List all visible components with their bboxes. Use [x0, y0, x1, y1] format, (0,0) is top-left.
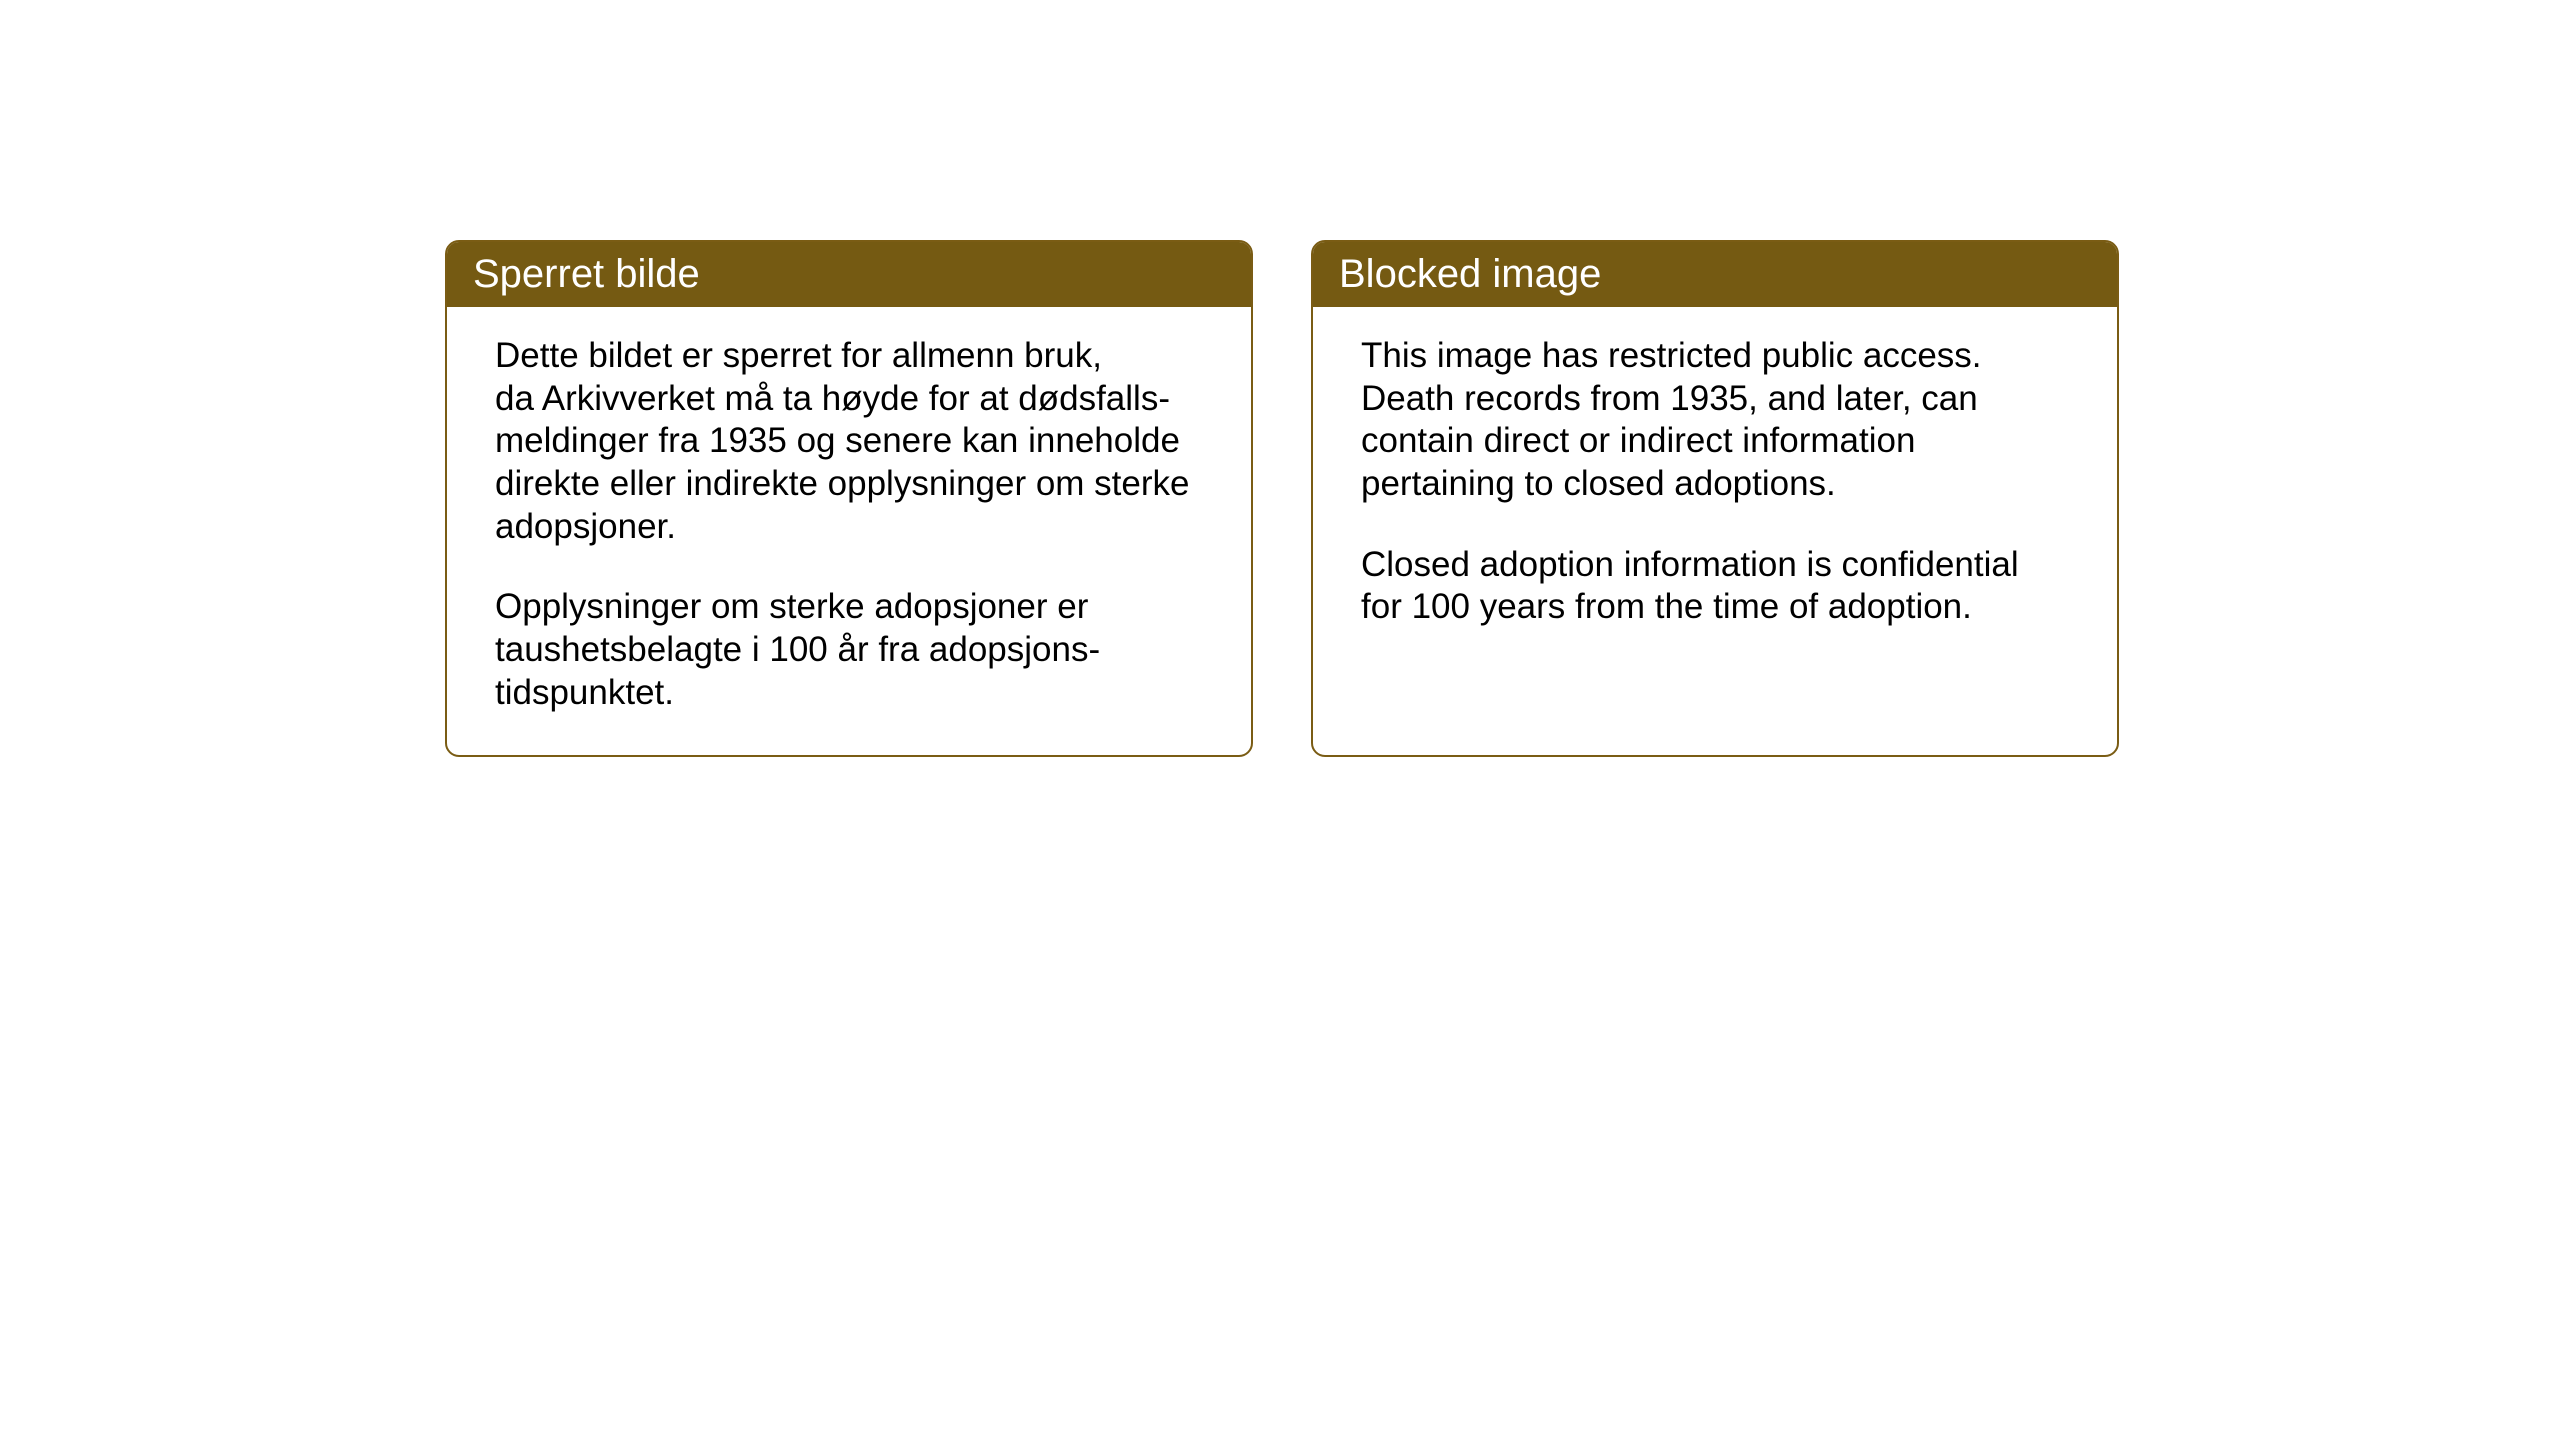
notice-container: Sperret bilde Dette bildet er sperret fo… [445, 240, 2119, 757]
notice-paragraph-2-norwegian: Opplysninger om sterke adopsjoner er tau… [495, 586, 1203, 714]
notice-title-norwegian: Sperret bilde [473, 252, 700, 296]
notice-header-english: Blocked image [1313, 242, 2117, 307]
notice-paragraph-1-english: This image has restricted public access.… [1361, 335, 2069, 506]
notice-card-norwegian: Sperret bilde Dette bildet er sperret fo… [445, 240, 1253, 757]
notice-title-english: Blocked image [1339, 252, 1601, 296]
notice-body-norwegian: Dette bildet er sperret for allmenn bruk… [447, 307, 1251, 755]
notice-card-english: Blocked image This image has restricted … [1311, 240, 2119, 757]
notice-body-english: This image has restricted public access.… [1313, 307, 2117, 747]
notice-paragraph-2-english: Closed adoption information is confident… [1361, 544, 2069, 629]
notice-paragraph-1-norwegian: Dette bildet er sperret for allmenn bruk… [495, 335, 1203, 548]
notice-header-norwegian: Sperret bilde [447, 242, 1251, 307]
